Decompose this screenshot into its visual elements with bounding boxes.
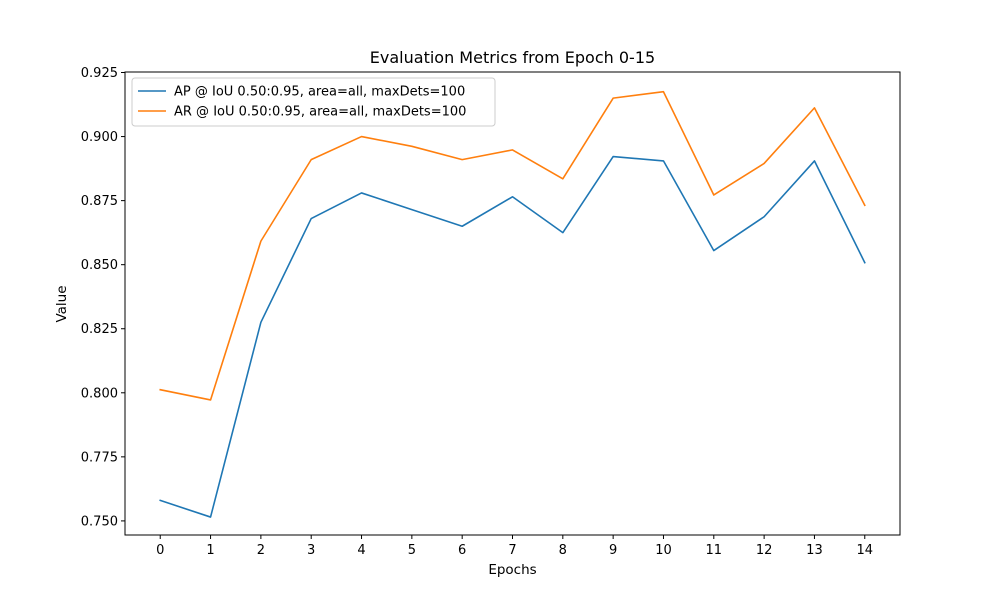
- x-tick-label: 2: [257, 543, 265, 558]
- x-tick-label: 11: [706, 543, 723, 558]
- x-tick-label: 7: [508, 543, 516, 558]
- x-tick-label: 1: [206, 543, 214, 558]
- series-line-0: [159, 155, 866, 518]
- x-tick-label: 6: [458, 543, 466, 558]
- y-axis-label: Value: [54, 285, 70, 322]
- y-tick-label: 0.800: [81, 386, 118, 401]
- x-tick-label: 0: [156, 543, 164, 558]
- y-tick-label: 0.825: [81, 322, 118, 337]
- x-tick-label: 9: [609, 543, 617, 558]
- y-tick-label: 0.775: [81, 450, 118, 465]
- y-axis: 0.750 0.775 0.800 0.825 0.850 0.875 0.900 0.925: [81, 66, 125, 529]
- y-tick-label: 0.850: [81, 258, 118, 273]
- y-tick-label: 0.750: [81, 514, 118, 529]
- x-tick-label: 4: [357, 543, 365, 558]
- x-axis-label: Epochs: [488, 562, 536, 578]
- y-tick-label: 0.875: [81, 194, 118, 209]
- y-tick-label: 0.900: [81, 130, 118, 145]
- y-tick-label: 0.925: [81, 66, 118, 81]
- x-tick-label: 5: [408, 543, 416, 558]
- x-tick-label: 14: [856, 543, 873, 558]
- x-tick-label: 12: [756, 543, 773, 558]
- x-tick-label: 8: [559, 543, 567, 558]
- series-line-1: [159, 90, 866, 401]
- legend-label: AP @ IoU 0.50:0.95, area=all, maxDets=10…: [174, 85, 465, 100]
- x-axis: 0 1 2 3 4 5 6 7 8 9 10 11 12 13 14: [156, 535, 873, 558]
- legend-box: [131, 77, 496, 127]
- series-layer: [159, 90, 866, 518]
- chart-title: Evaluation Metrics from Epoch 0-15: [370, 48, 655, 67]
- x-tick-label: 13: [806, 543, 823, 558]
- legend: AP @ IoU 0.50:0.95, area=all, maxDets=10…: [131, 77, 496, 127]
- legend-label: AR @ IoU 0.50:0.95, area=all, maxDets=10…: [174, 105, 466, 120]
- x-tick-label: 3: [307, 543, 315, 558]
- x-tick-label: 10: [655, 543, 672, 558]
